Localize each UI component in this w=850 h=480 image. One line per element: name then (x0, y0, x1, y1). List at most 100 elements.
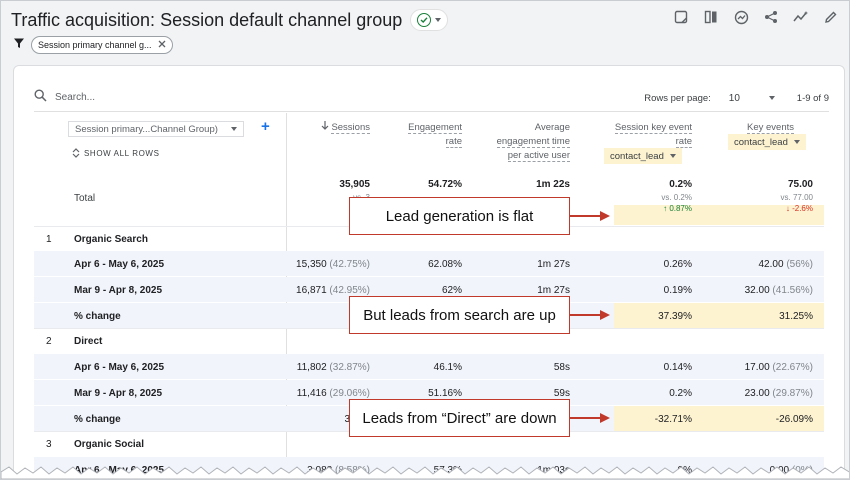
callout-arrow-head (600, 211, 610, 221)
totals-label: Total (74, 193, 96, 204)
change-highlight (614, 406, 824, 431)
row-sessions: 15,350 (42.75%) (284, 259, 370, 270)
key-events-pct: (56%) (786, 259, 813, 270)
show-all-rows-toggle[interactable]: SHOW ALL ROWS (72, 148, 160, 158)
key-events-filter-select[interactable]: contact_lead (728, 134, 806, 150)
row-key-events: 31.25% (779, 311, 813, 322)
row-label: % change (74, 414, 121, 425)
total-key-events-change-value: -2.6% (792, 204, 813, 213)
sessions-pct: (29.06%) (329, 388, 370, 399)
key-events-pct: (29.87%) (772, 388, 813, 399)
pagination-range: 1-9 of 9 (796, 92, 829, 104)
report-table-card: Search... Rows per page: 10 1-9 of 9 Ses… (13, 65, 845, 479)
chevron-down-icon (231, 127, 237, 131)
table-search-row: Search... Rows per page: 10 1-9 of 9 (34, 84, 829, 112)
col-header-line: rate (675, 136, 692, 148)
edit-pencil-icon[interactable] (823, 9, 839, 25)
total-key-event-rate-change: ↑ 0.87% (663, 204, 692, 213)
change-highlight (614, 303, 824, 328)
col-header-avg-engagement-time[interactable]: Average engagement time per active user (484, 121, 570, 163)
row-label: % change (74, 311, 121, 322)
compare-icon[interactable] (703, 9, 719, 25)
dimension-select[interactable]: Session primary...Channel Group) (68, 121, 244, 137)
pagination: Rows per page: 10 1-9 of 9 (644, 84, 829, 112)
total-sessions-value: 35,905 (339, 179, 370, 190)
add-dimension-button[interactable]: + (261, 118, 270, 135)
row-key-event-rate: -32.71% (654, 414, 692, 425)
sessions-value: 11,802 (296, 362, 327, 373)
sessions-value: 11,416 (296, 388, 327, 399)
total-key-event-rate-change-value: 0.87% (669, 204, 692, 213)
col-header-sessions-label: Sessions (331, 122, 370, 134)
insights-icon[interactable] (733, 9, 749, 25)
total-key-events-vs: vs. 77.00 (780, 193, 813, 202)
close-icon[interactable] (158, 40, 166, 50)
col-header-line: per active user (507, 150, 570, 162)
row-sessions: 3 (344, 414, 350, 425)
rows-per-page-value: 10 (728, 92, 740, 104)
key-events-filter-label: contact_lead (734, 136, 788, 148)
row-key-events: -26.09% (775, 414, 813, 425)
filter-chip[interactable]: Session primary channel g... (31, 36, 173, 54)
callout-direct-down: Leads from “Direct” are down (349, 399, 570, 437)
col-header-key-events[interactable]: Key events (734, 121, 794, 135)
col-header-line: Session key event (614, 122, 692, 134)
sessions-value: 15,350 (296, 259, 327, 270)
row-time: 1m 27s (537, 259, 570, 270)
sessions-pct: (32.87%) (329, 362, 370, 373)
row-label: Mar 9 - Apr 8, 2025 (74, 285, 163, 296)
callout-search-up: But leads from search are up (349, 296, 570, 334)
col-header-engagement-rate[interactable]: Engagement rate (394, 121, 462, 149)
report-status-dropdown[interactable] (410, 9, 449, 31)
total-key-event-rate-value: 0.2% (669, 179, 692, 190)
key-events-value: 17.00 (744, 362, 770, 373)
row-sessions: 3,082 (8.58%) (284, 465, 370, 476)
total-key-events-change: ↓ -2.6% (785, 204, 813, 213)
row-key-event-rate: 0.14% (663, 362, 692, 373)
sessions-value: 3,082 (307, 465, 333, 476)
row-label: Mar 9 - Apr 8, 2025 (74, 388, 163, 399)
col-header-key-events-label: Key events (747, 122, 794, 134)
share-icon[interactable] (763, 9, 779, 25)
group-name: Organic Social (74, 439, 145, 450)
dimension-select-label: Session primary...Channel Group) (75, 123, 218, 135)
total-key-event-rate-vs: vs. 0.2% (661, 193, 692, 202)
row-sessions: 11,802 (32.87%) (284, 362, 370, 373)
search-icon[interactable] (34, 88, 47, 107)
key-events-value: 42.00 (758, 259, 784, 270)
report-toolbar (673, 9, 839, 25)
filter-row: Session primary channel g... (13, 36, 173, 54)
table-row (34, 354, 824, 379)
col-header-key-event-rate[interactable]: Session key event rate (604, 121, 692, 149)
customize-report-icon[interactable] (673, 9, 689, 25)
filter-icon[interactable] (13, 36, 25, 54)
row-engagement: 51.16% (428, 388, 462, 399)
chevron-down-icon (669, 154, 676, 158)
col-header-sessions[interactable]: Sessions (314, 121, 370, 135)
row-key-events: 32.00 (41.56%) (714, 285, 813, 296)
report-title: Traffic acquisition: Session default cha… (11, 9, 403, 30)
total-key-events-value: 75.00 (787, 179, 813, 190)
row-time: 58s (553, 362, 570, 373)
row-key-events: 42.00 (56%) (714, 259, 814, 270)
row-key-event-rate: 0.26% (663, 259, 692, 270)
col-header-line: Engagement (408, 122, 462, 134)
chevron-down-icon (768, 96, 775, 100)
key-event-filter-label: contact_lead (610, 150, 664, 162)
sessions-pct: (42.95%) (329, 285, 370, 296)
check-circle-icon (417, 13, 432, 27)
rows-per-page-select[interactable]: 10 (729, 93, 775, 104)
callout-arrow (570, 314, 602, 316)
callout-arrow (570, 215, 602, 217)
trend-sparkle-icon[interactable] (793, 9, 809, 25)
callout-arrow (570, 417, 602, 419)
callout-arrow-head (600, 413, 610, 423)
key-event-filter-select[interactable]: contact_lead (604, 148, 682, 164)
row-engagement: 46.1% (433, 362, 462, 373)
total-engagement-rate: 54.72% (428, 179, 462, 190)
group-number: 3 (46, 439, 52, 450)
rows-per-page-label: Rows per page: (644, 92, 711, 104)
row-key-events: 23.00 (29.87%) (714, 388, 813, 399)
total-key-event-rate: 0.2% vs. 0.2% ↑ 0.87% (604, 179, 692, 213)
search-input[interactable]: Search... (55, 92, 96, 103)
